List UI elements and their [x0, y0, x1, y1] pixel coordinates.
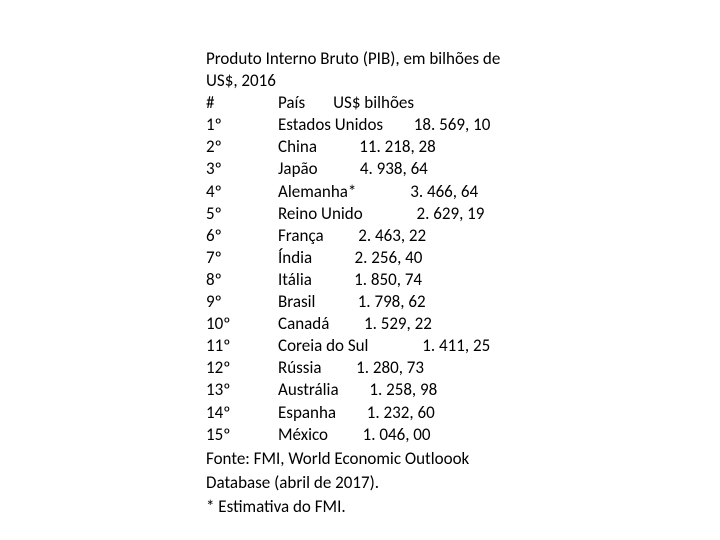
country-value-cell: Alemanha* 3. 466, 64 — [278, 181, 478, 203]
country-value-cell: Austrália 1. 258, 98 — [278, 379, 437, 401]
table-row: 3ºJapão 4. 938, 64 — [206, 158, 506, 180]
country-value-cell: Espanha 1. 232, 60 — [278, 402, 435, 424]
table-row: 2ºChina 11. 218, 28 — [206, 136, 506, 158]
rank-cell: 1º — [206, 114, 278, 136]
footer-line-2: Database (abril de 2017). — [206, 472, 506, 494]
country-value-cell: França 2. 463, 22 — [278, 225, 426, 247]
rank-cell: 8º — [206, 269, 278, 291]
table-row: 11ºCoreia do Sul 1. 411, 25 — [206, 335, 506, 357]
header-country: País — [278, 92, 305, 114]
document-body: Produto Interno Bruto (PIB), em bilhões … — [0, 0, 506, 518]
country-value-cell: Estados Unidos 18. 569, 10 — [278, 114, 490, 136]
table-row: 5ºReino Unido 2. 629, 19 — [206, 203, 506, 225]
table-row: 9ºBrasil 1. 798, 62 — [206, 291, 506, 313]
country-value-cell: China 11. 218, 28 — [278, 136, 436, 158]
rank-cell: 13º — [206, 379, 278, 401]
country-value-cell: Brasil 1. 798, 62 — [278, 291, 426, 313]
table-row: 6ºFrança 2. 463, 22 — [206, 225, 506, 247]
country-value-cell: Coreia do Sul 1. 411, 25 — [278, 335, 490, 357]
country-value-cell: Itália 1. 850, 74 — [278, 269, 422, 291]
rank-cell: 4º — [206, 181, 278, 203]
table-row: 15ºMéxico 1. 046, 00 — [206, 424, 506, 446]
rank-cell: 9º — [206, 291, 278, 313]
rank-cell: 10º — [206, 313, 278, 335]
footer-line-3: * Estimativa do FMI. — [206, 496, 506, 518]
table-row: 13ºAustrália 1. 258, 98 — [206, 379, 506, 401]
country-value-cell: Reino Unido 2. 629, 19 — [278, 203, 484, 225]
table-rows: 1ºEstados Unidos 18. 569, 102ºChina 11. … — [206, 114, 506, 445]
table-row: 12ºRússia 1. 280, 73 — [206, 357, 506, 379]
title-line-1: Produto Interno Bruto (PIB), em bilhões … — [206, 48, 506, 70]
rank-cell: 6º — [206, 225, 278, 247]
rank-cell: 7º — [206, 247, 278, 269]
country-value-cell: Japão 4. 938, 64 — [278, 158, 428, 180]
rank-cell: 5º — [206, 203, 278, 225]
rank-cell: 3º — [206, 158, 278, 180]
country-value-cell: Rússia 1. 280, 73 — [278, 357, 424, 379]
footer-line-1: Fonte: FMI, World Economic Outloook — [206, 448, 506, 470]
country-value-cell: México 1. 046, 00 — [278, 424, 431, 446]
table-row: 1ºEstados Unidos 18. 569, 10 — [206, 114, 506, 136]
title-line-2: US$, 2016 — [206, 70, 506, 92]
header-value: US$ bilhões — [333, 92, 414, 114]
rank-cell: 2º — [206, 136, 278, 158]
table-row: 7ºÍndia 2. 256, 40 — [206, 247, 506, 269]
rank-cell: 14º — [206, 402, 278, 424]
table-row: 8ºItália 1. 850, 74 — [206, 269, 506, 291]
rank-cell: 15º — [206, 424, 278, 446]
country-value-cell: Índia 2. 256, 40 — [278, 247, 422, 269]
rank-cell: 11º — [206, 335, 278, 357]
header-rank: # — [206, 92, 278, 114]
country-value-cell: Canadá 1. 529, 22 — [278, 313, 432, 335]
table-header-row: # País US$ bilhões — [206, 92, 506, 114]
table-row: 4ºAlemanha* 3. 466, 64 — [206, 181, 506, 203]
table-row: 10ºCanadá 1. 529, 22 — [206, 313, 506, 335]
rank-cell: 12º — [206, 357, 278, 379]
table-row: 14ºEspanha 1. 232, 60 — [206, 402, 506, 424]
